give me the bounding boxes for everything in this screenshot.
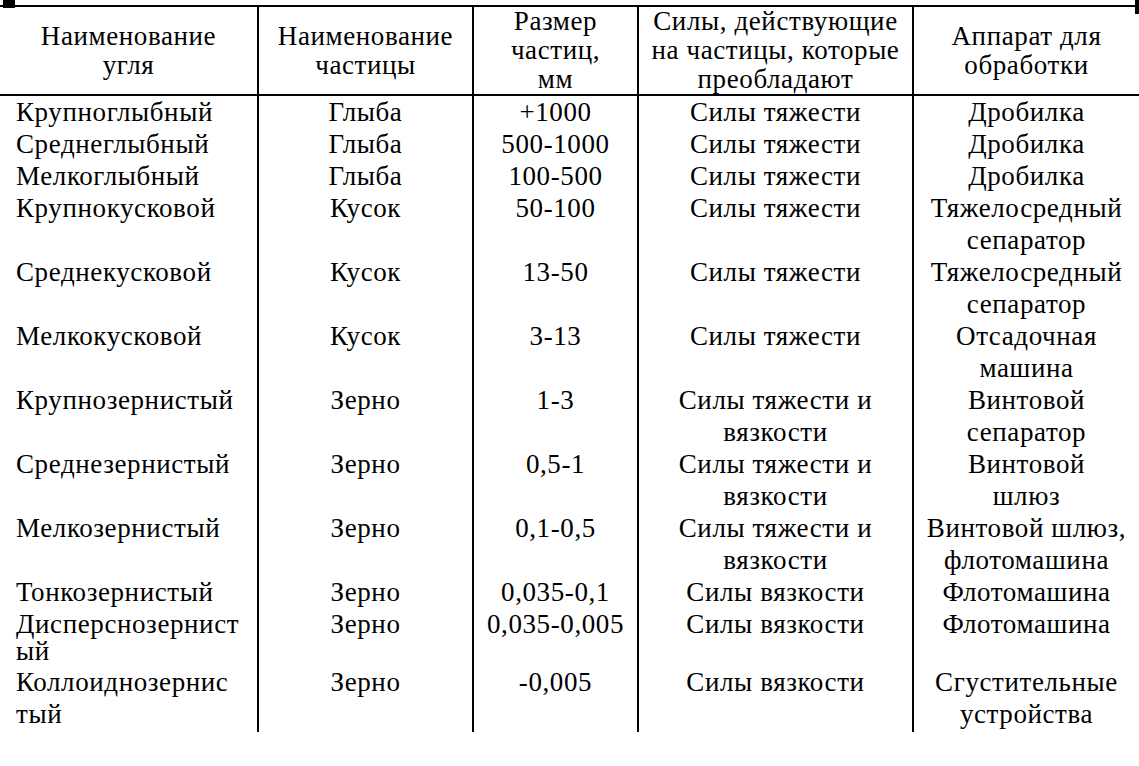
cell-forces: Силы вязкости [638, 608, 913, 666]
cell-coal-name: Коллоиднозернис тый [0, 666, 258, 732]
cell-particle-size: 1-3 [473, 384, 638, 448]
cell-apparatus: Дробилка [913, 160, 1139, 192]
cell-coal-name: Мелкокусковой [0, 320, 258, 384]
cell-forces: Силы вязкости [638, 576, 913, 608]
cell-particle-name: Зерно [258, 384, 473, 448]
cell-coal-name: Мелкоглыбный [0, 160, 258, 192]
table-row: Крупнозернистый Зерно 1-3 Силы тяжести и… [0, 384, 1139, 448]
table-row: Тонкозернистый Зерно 0,035-0,1 Силы вязк… [0, 576, 1139, 608]
table-row: Мелкокусковой Кусок 3-13 Силы тяжести От… [0, 320, 1139, 384]
cell-forces: Силы тяжести [638, 192, 913, 256]
table-row: Крупнокусковой Кусок 50-100 Силы тяжести… [0, 192, 1139, 256]
coal-classification-table: Наименование угля Наименование частицы Р… [0, 5, 1139, 732]
cell-particle-size: 0,035-0,005 [473, 608, 638, 666]
cell-coal-name: Среднекусковой [0, 256, 258, 320]
cell-coal-name: Крупнозернистый [0, 384, 258, 448]
cell-coal-name: Крупнокусковой [0, 192, 258, 256]
table-row: Среднекусковой Кусок 13-50 Силы тяжести … [0, 256, 1139, 320]
cell-apparatus: Винтовой сепаратор [913, 384, 1139, 448]
cell-particle-name: Зерно [258, 448, 473, 512]
cell-particle-size: +1000 [473, 95, 638, 128]
cell-apparatus: Тяжелосредный сепаратор [913, 192, 1139, 256]
cell-particle-name: Зерно [258, 512, 473, 576]
column-header-particle-size: Размер частиц, мм [473, 6, 638, 95]
cell-particle-size: -0,005 [473, 666, 638, 732]
header-row: Наименование угля Наименование частицы Р… [0, 6, 1139, 95]
cell-forces: Силы тяжести [638, 95, 913, 128]
cell-particle-size: 50-100 [473, 192, 638, 256]
cell-apparatus: Флотомашина [913, 608, 1139, 666]
table-row: Дисперснозернист ый Зерно 0,035-0,005 Си… [0, 608, 1139, 666]
column-header-particle-name: Наименование частицы [258, 6, 473, 95]
cell-particle-size: 0,1-0,5 [473, 512, 638, 576]
column-header-forces: Силы, действующие на частицы, которые пр… [638, 6, 913, 95]
cell-particle-size: 0,035-0,1 [473, 576, 638, 608]
cell-forces: Силы вязкости [638, 666, 913, 732]
cell-apparatus: Тяжелосредный сепаратор [913, 256, 1139, 320]
cell-apparatus: Винтовой шлюз [913, 448, 1139, 512]
cell-apparatus: Отсадочная машина [913, 320, 1139, 384]
cell-particle-name: Зерно [258, 608, 473, 666]
cell-particle-name: Глыба [258, 160, 473, 192]
cell-particle-name: Глыба [258, 128, 473, 160]
cell-apparatus: Винтовой шлюз, флотомашина [913, 512, 1139, 576]
cell-particle-name: Кусок [258, 256, 473, 320]
column-header-coal-name: Наименование угля [0, 6, 258, 95]
cell-particle-size: 13-50 [473, 256, 638, 320]
cell-forces: Силы тяжести [638, 320, 913, 384]
cell-forces: Силы тяжести и вязкости [638, 512, 913, 576]
cell-coal-name: Мелкозернистый [0, 512, 258, 576]
cell-coal-name: Тонкозернистый [0, 576, 258, 608]
cell-forces: Силы тяжести и вязкости [638, 384, 913, 448]
cell-particle-name: Зерно [258, 666, 473, 732]
cell-particle-size: 3-13 [473, 320, 638, 384]
table-row: Крупноглыбный Глыба +1000 Силы тяжести Д… [0, 95, 1139, 128]
cell-forces: Силы тяжести и вязкости [638, 448, 913, 512]
table-row: Среднеглыбный Глыба 500-1000 Силы тяжест… [0, 128, 1139, 160]
cell-coal-name: Крупноглыбный [0, 95, 258, 128]
cell-apparatus: Дробилка [913, 95, 1139, 128]
cell-forces: Силы тяжести [638, 128, 913, 160]
table-row: Мелкоглыбный Глыба 100-500 Силы тяжести … [0, 160, 1139, 192]
column-header-apparatus: Аппарат для обработки [913, 6, 1139, 95]
cell-particle-name: Зерно [258, 576, 473, 608]
table-row: Коллоиднозернис тый Зерно -0,005 Силы вя… [0, 666, 1139, 732]
cell-particle-name: Глыба [258, 95, 473, 128]
cell-apparatus: Дробилка [913, 128, 1139, 160]
cell-particle-size: 0,5-1 [473, 448, 638, 512]
cell-coal-name: Среднеглыбный [0, 128, 258, 160]
cell-forces: Силы тяжести [638, 256, 913, 320]
cell-particle-size: 500-1000 [473, 128, 638, 160]
cell-particle-name: Кусок [258, 320, 473, 384]
cell-particle-size: 100-500 [473, 160, 638, 192]
cell-particle-name: Кусок [258, 192, 473, 256]
table-border-tick-right [1135, 0, 1139, 14]
cell-forces: Силы тяжести [638, 160, 913, 192]
cell-apparatus: Флотомашина [913, 576, 1139, 608]
cell-coal-name: Среднезернистый [0, 448, 258, 512]
cell-coal-name: Дисперснозернист ый [0, 608, 258, 666]
table-row: Среднезернистый Зерно 0,5-1 Силы тяжести… [0, 448, 1139, 512]
table-row: Мелкозернистый Зерно 0,1-0,5 Силы тяжест… [0, 512, 1139, 576]
cell-apparatus: Сгустительные устройства [913, 666, 1139, 732]
table-border-tick-left [3, 0, 15, 8]
